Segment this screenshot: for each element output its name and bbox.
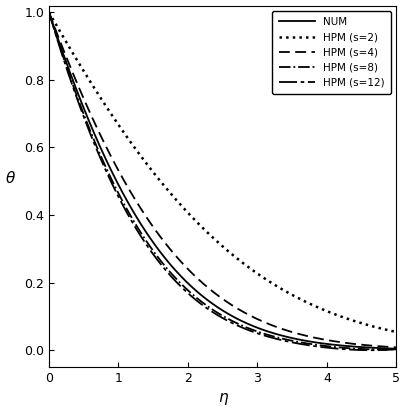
X-axis label: η: η <box>217 390 227 405</box>
Y-axis label: θ: θ <box>6 171 15 186</box>
Legend: NUM, HPM (s=2), HPM (s=4), HPM (s=8), HPM (s=12): NUM, HPM (s=2), HPM (s=4), HPM (s=8), HP… <box>272 11 390 94</box>
